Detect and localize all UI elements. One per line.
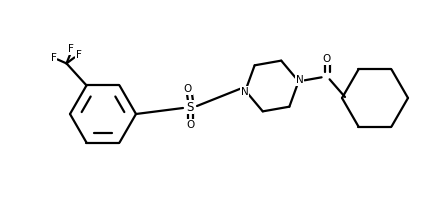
Text: F: F xyxy=(68,45,74,54)
Text: N: N xyxy=(296,75,303,85)
Text: O: O xyxy=(322,54,331,64)
Text: O: O xyxy=(187,120,195,130)
Text: S: S xyxy=(186,101,194,113)
Text: O: O xyxy=(184,84,192,94)
Text: F: F xyxy=(76,51,81,60)
Text: N: N xyxy=(241,87,248,97)
Text: F: F xyxy=(51,54,56,63)
